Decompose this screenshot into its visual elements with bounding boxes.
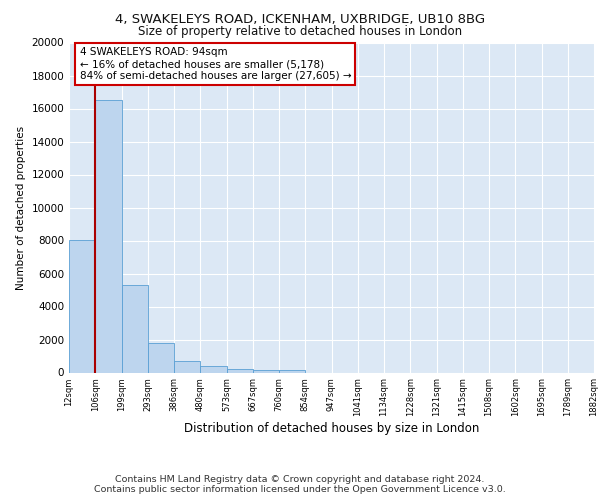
Bar bbox=[227, 368, 253, 372]
Bar bbox=[174, 361, 200, 372]
Bar bbox=[69, 240, 95, 372]
Bar bbox=[121, 285, 148, 372]
Text: 4, SWAKELEYS ROAD, ICKENHAM, UXBRIDGE, UB10 8BG: 4, SWAKELEYS ROAD, ICKENHAM, UXBRIDGE, U… bbox=[115, 12, 485, 26]
X-axis label: Distribution of detached houses by size in London: Distribution of detached houses by size … bbox=[184, 422, 479, 435]
Bar bbox=[253, 370, 279, 372]
Bar bbox=[279, 370, 305, 372]
Bar bbox=[148, 343, 174, 372]
Bar bbox=[95, 100, 121, 372]
Text: Contains public sector information licensed under the Open Government Licence v3: Contains public sector information licen… bbox=[94, 485, 506, 494]
Bar bbox=[200, 366, 227, 372]
Text: 4 SWAKELEYS ROAD: 94sqm
← 16% of detached houses are smaller (5,178)
84% of semi: 4 SWAKELEYS ROAD: 94sqm ← 16% of detache… bbox=[79, 48, 351, 80]
Text: Contains HM Land Registry data © Crown copyright and database right 2024.: Contains HM Land Registry data © Crown c… bbox=[115, 475, 485, 484]
Text: Size of property relative to detached houses in London: Size of property relative to detached ho… bbox=[138, 25, 462, 38]
Y-axis label: Number of detached properties: Number of detached properties bbox=[16, 126, 26, 290]
